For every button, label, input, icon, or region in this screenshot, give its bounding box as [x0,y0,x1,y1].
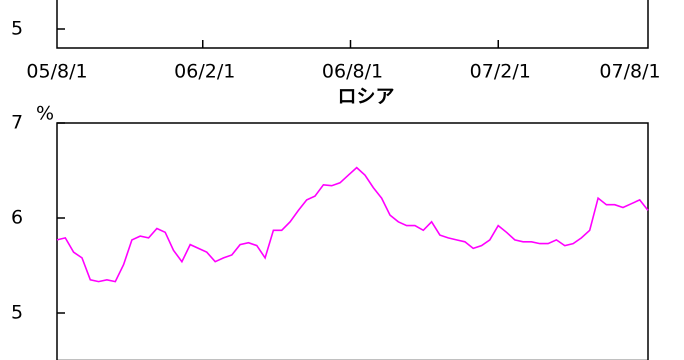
chart-title: ロシア [337,86,394,108]
x-tick-label: 05/8/1 [26,61,87,83]
y-tick-label: 5 [11,302,23,324]
plot-frame [56,0,649,49]
data-line [56,166,649,283]
x-tick-label: 07/8/1 [599,61,660,83]
x-tick-label: 06/2/1 [174,61,235,83]
y-unit: % [36,103,54,125]
plot-frame [56,122,649,360]
y-tick-label: 5 [11,18,23,40]
x-tick-label: 06/8/1 [322,61,383,83]
y-tick-label: 7 [11,112,23,134]
x-tick-label: 07/2/1 [470,61,531,83]
y-tick-label: 6 [11,207,23,229]
